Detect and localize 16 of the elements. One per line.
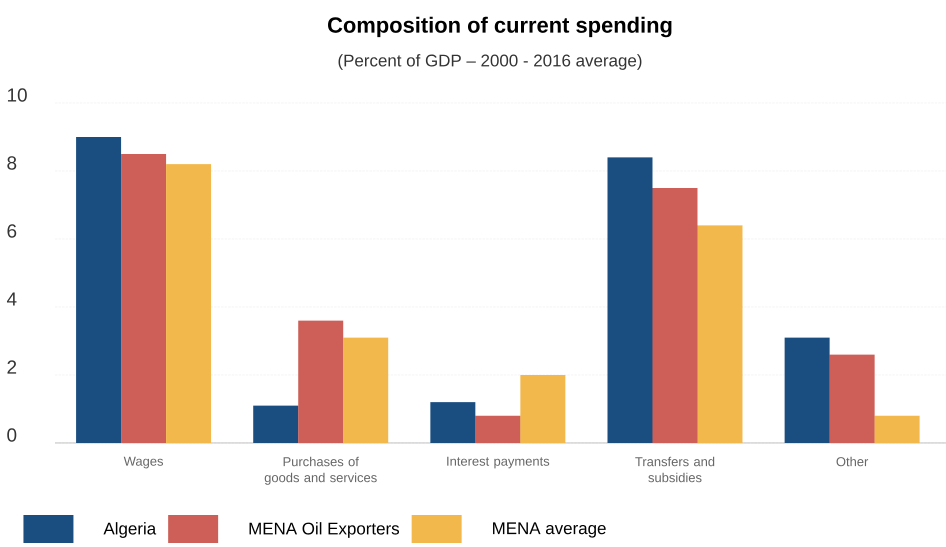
y-tick-label: 2	[7, 360, 16, 374]
y-tick-label: 6	[7, 224, 16, 238]
x-tick-label: Other	[836, 456, 868, 466]
x-tick-label: Wages	[124, 456, 164, 468]
chart-title: Composition of current spending	[328, 16, 672, 38]
chart-subtitle: (Percent of GDP – 2000 - 2016 average)	[338, 54, 642, 70]
y-tick-label: 10	[8, 88, 27, 102]
y-tick-label: 8	[7, 156, 16, 170]
x-tick-label: Interest payments	[447, 456, 550, 468]
x-tick-label: Transfers and subsidies	[635, 456, 714, 482]
legend-label: MENA Oil Exporters	[250, 522, 400, 538]
x-tick-label: Purchases of goods and services	[264, 456, 377, 485]
y-tick-label: 4	[6, 292, 16, 306]
legend-label: Algeria	[103, 522, 156, 538]
legend-label: MENA average	[493, 522, 606, 538]
y-tick-label: 0	[7, 428, 16, 442]
